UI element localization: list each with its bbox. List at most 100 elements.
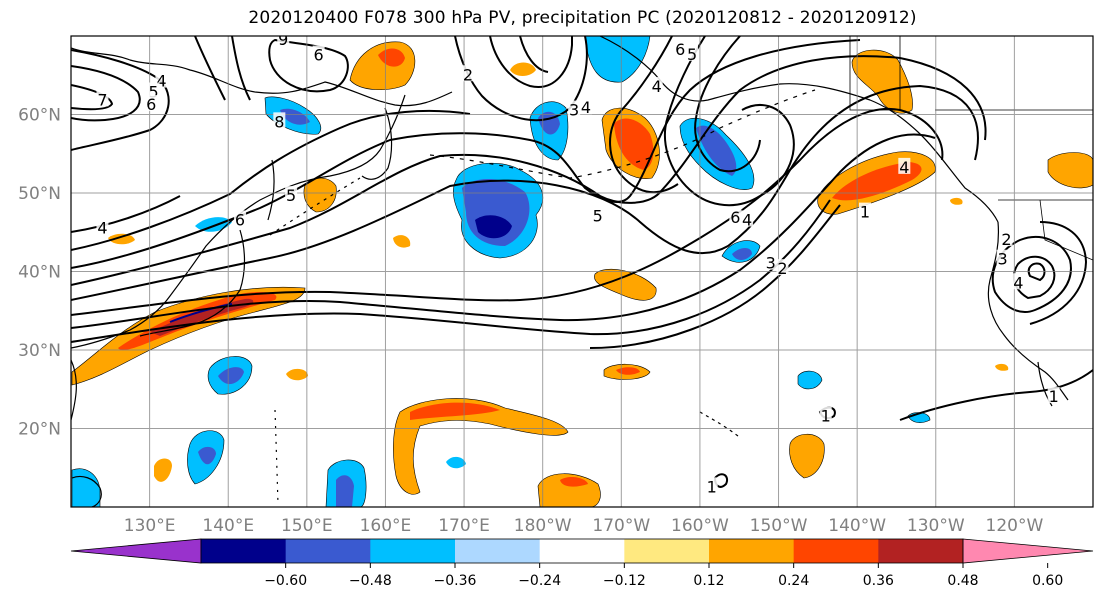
positive-anomaly-region [286, 368, 308, 381]
longitude-label: 160°W [671, 516, 729, 536]
longitude-label: 140°W [828, 516, 886, 536]
pv-contour-label: 9 [278, 30, 288, 49]
negative-anomaly-region [280, 108, 310, 125]
pv-contour-label: 5 [593, 207, 603, 226]
positive-anomaly-region [594, 268, 657, 301]
colorbar-tick-label: 0.48 [947, 573, 978, 589]
contour-label-background [741, 210, 754, 227]
negative-anomaly-region [475, 215, 512, 239]
positive-anomaly-region [410, 402, 500, 420]
pv-contour-label: 4 [581, 98, 591, 117]
longitude-label: 160°E [360, 516, 412, 536]
colorbar-tick-label: −0.60 [264, 573, 307, 589]
contour-label-background [819, 406, 832, 423]
aleutian-islands [429, 89, 816, 179]
pv-contour-line [71, 55, 987, 286]
pv-contour-label: 2 [1001, 230, 1011, 249]
pv-contour-line [194, 36, 226, 101]
colorbar-tick-label: −0.48 [349, 573, 392, 589]
negative-anomaly-region [446, 456, 466, 469]
pv-contour-label: 4 [652, 77, 662, 96]
pv-contour-label: 1 [707, 477, 717, 496]
philippines-coastline [71, 475, 102, 507]
contour-label-background [285, 186, 298, 203]
contour-label-background [568, 100, 581, 117]
contour-label-background [686, 44, 699, 61]
colorbar-segment [793, 539, 879, 563]
pv-contour-line [231, 36, 251, 101]
positive-anomaly-region [950, 197, 963, 205]
pv-contour-line [71, 199, 831, 343]
colorbar-segment [455, 539, 541, 563]
colorbar-segment [370, 539, 456, 563]
pv-contour-line [519, 36, 549, 73]
pv-contour-label: 4 [742, 210, 752, 229]
precipitation-anomaly-fills [71, 36, 1093, 507]
asia-coastline [71, 47, 453, 107]
contour-label-background [705, 477, 718, 494]
latitude-label: 30°N [18, 341, 61, 361]
contour-label-background [273, 112, 286, 129]
longitude-label: 180°W [514, 516, 572, 536]
pv-contour-label: 2 [777, 259, 787, 278]
pv-contour-label: 6 [146, 95, 156, 114]
colorbar-tick-label: −0.12 [603, 573, 646, 589]
baja-coastline [1037, 361, 1053, 407]
map-frame [70, 35, 1094, 508]
colorbar-segment [878, 539, 964, 563]
positive-anomaly-region [393, 235, 411, 248]
pv-contours [71, 36, 1093, 488]
negative-anomaly-region [732, 248, 752, 260]
pv-contour-label: 5 [148, 83, 158, 102]
japan-coastline [139, 229, 246, 337]
positive-anomaly-region [108, 233, 135, 245]
longitude-label: 130°W [907, 516, 965, 536]
sakhalin-coastline [267, 159, 275, 221]
pv-contour-line [71, 49, 170, 151]
contour-label-background [764, 253, 777, 270]
contour-label-background [96, 90, 109, 107]
state-border [1039, 199, 1093, 261]
positive-anomaly-region [169, 303, 233, 323]
pv-contour-line [71, 109, 471, 251]
colorbar: −0.60 −0.48 −0.36 −0.24 −0.12 0.12 0.24 0.36 0.4… [70, 538, 1094, 589]
contour-label-background [996, 249, 1009, 266]
colorbar-frame [200, 538, 964, 564]
contour-label-background [1012, 273, 1025, 290]
figure-title: 2020120400 F078 300 hPa PV, precipitatio… [248, 8, 917, 28]
island-chain [274, 409, 279, 506]
colorbar-segment [624, 539, 710, 563]
longitude-label: 140°E [202, 516, 254, 536]
pv-contour-label: 4 [899, 158, 909, 177]
positive-anomaly-region [154, 458, 172, 482]
contour-label-background [277, 36, 290, 46]
positive-anomaly-region [510, 62, 536, 76]
contour-label-background [859, 202, 872, 219]
positive-anomaly-region [614, 118, 654, 170]
pv-contour-label: 6 [675, 40, 685, 59]
colorbar-tick-label: −0.24 [518, 573, 561, 589]
contour-label-background [462, 65, 475, 82]
pv-contour-line [489, 36, 573, 88]
map-gridlines [71, 36, 1093, 507]
contour-label-background [1047, 387, 1060, 404]
positive-anomaly-region [1047, 152, 1093, 189]
longitude-label: 150°E [281, 516, 333, 536]
pv-contour-line [71, 39, 861, 269]
colorbar-tick-label: 0.36 [863, 573, 894, 589]
pv-contour-label: 6 [235, 210, 245, 229]
pv-contour-label: 5 [687, 45, 697, 64]
negative-anomaly-region [797, 370, 823, 390]
pv-contour-label: 1 [860, 203, 870, 222]
pv-contour-label: 7 [97, 90, 107, 109]
pv-contour-line [589, 204, 841, 349]
contour-label-background [776, 259, 789, 276]
pv-contour-line [991, 235, 1072, 313]
positive-anomaly-region [789, 433, 825, 479]
latitude-label: 40°N [18, 263, 61, 283]
kamchatka-coastline [361, 107, 393, 180]
colorbar-tick-label: 0.12 [693, 573, 724, 589]
pv-contour-line [71, 84, 114, 111]
colorbar-segment [709, 539, 795, 563]
